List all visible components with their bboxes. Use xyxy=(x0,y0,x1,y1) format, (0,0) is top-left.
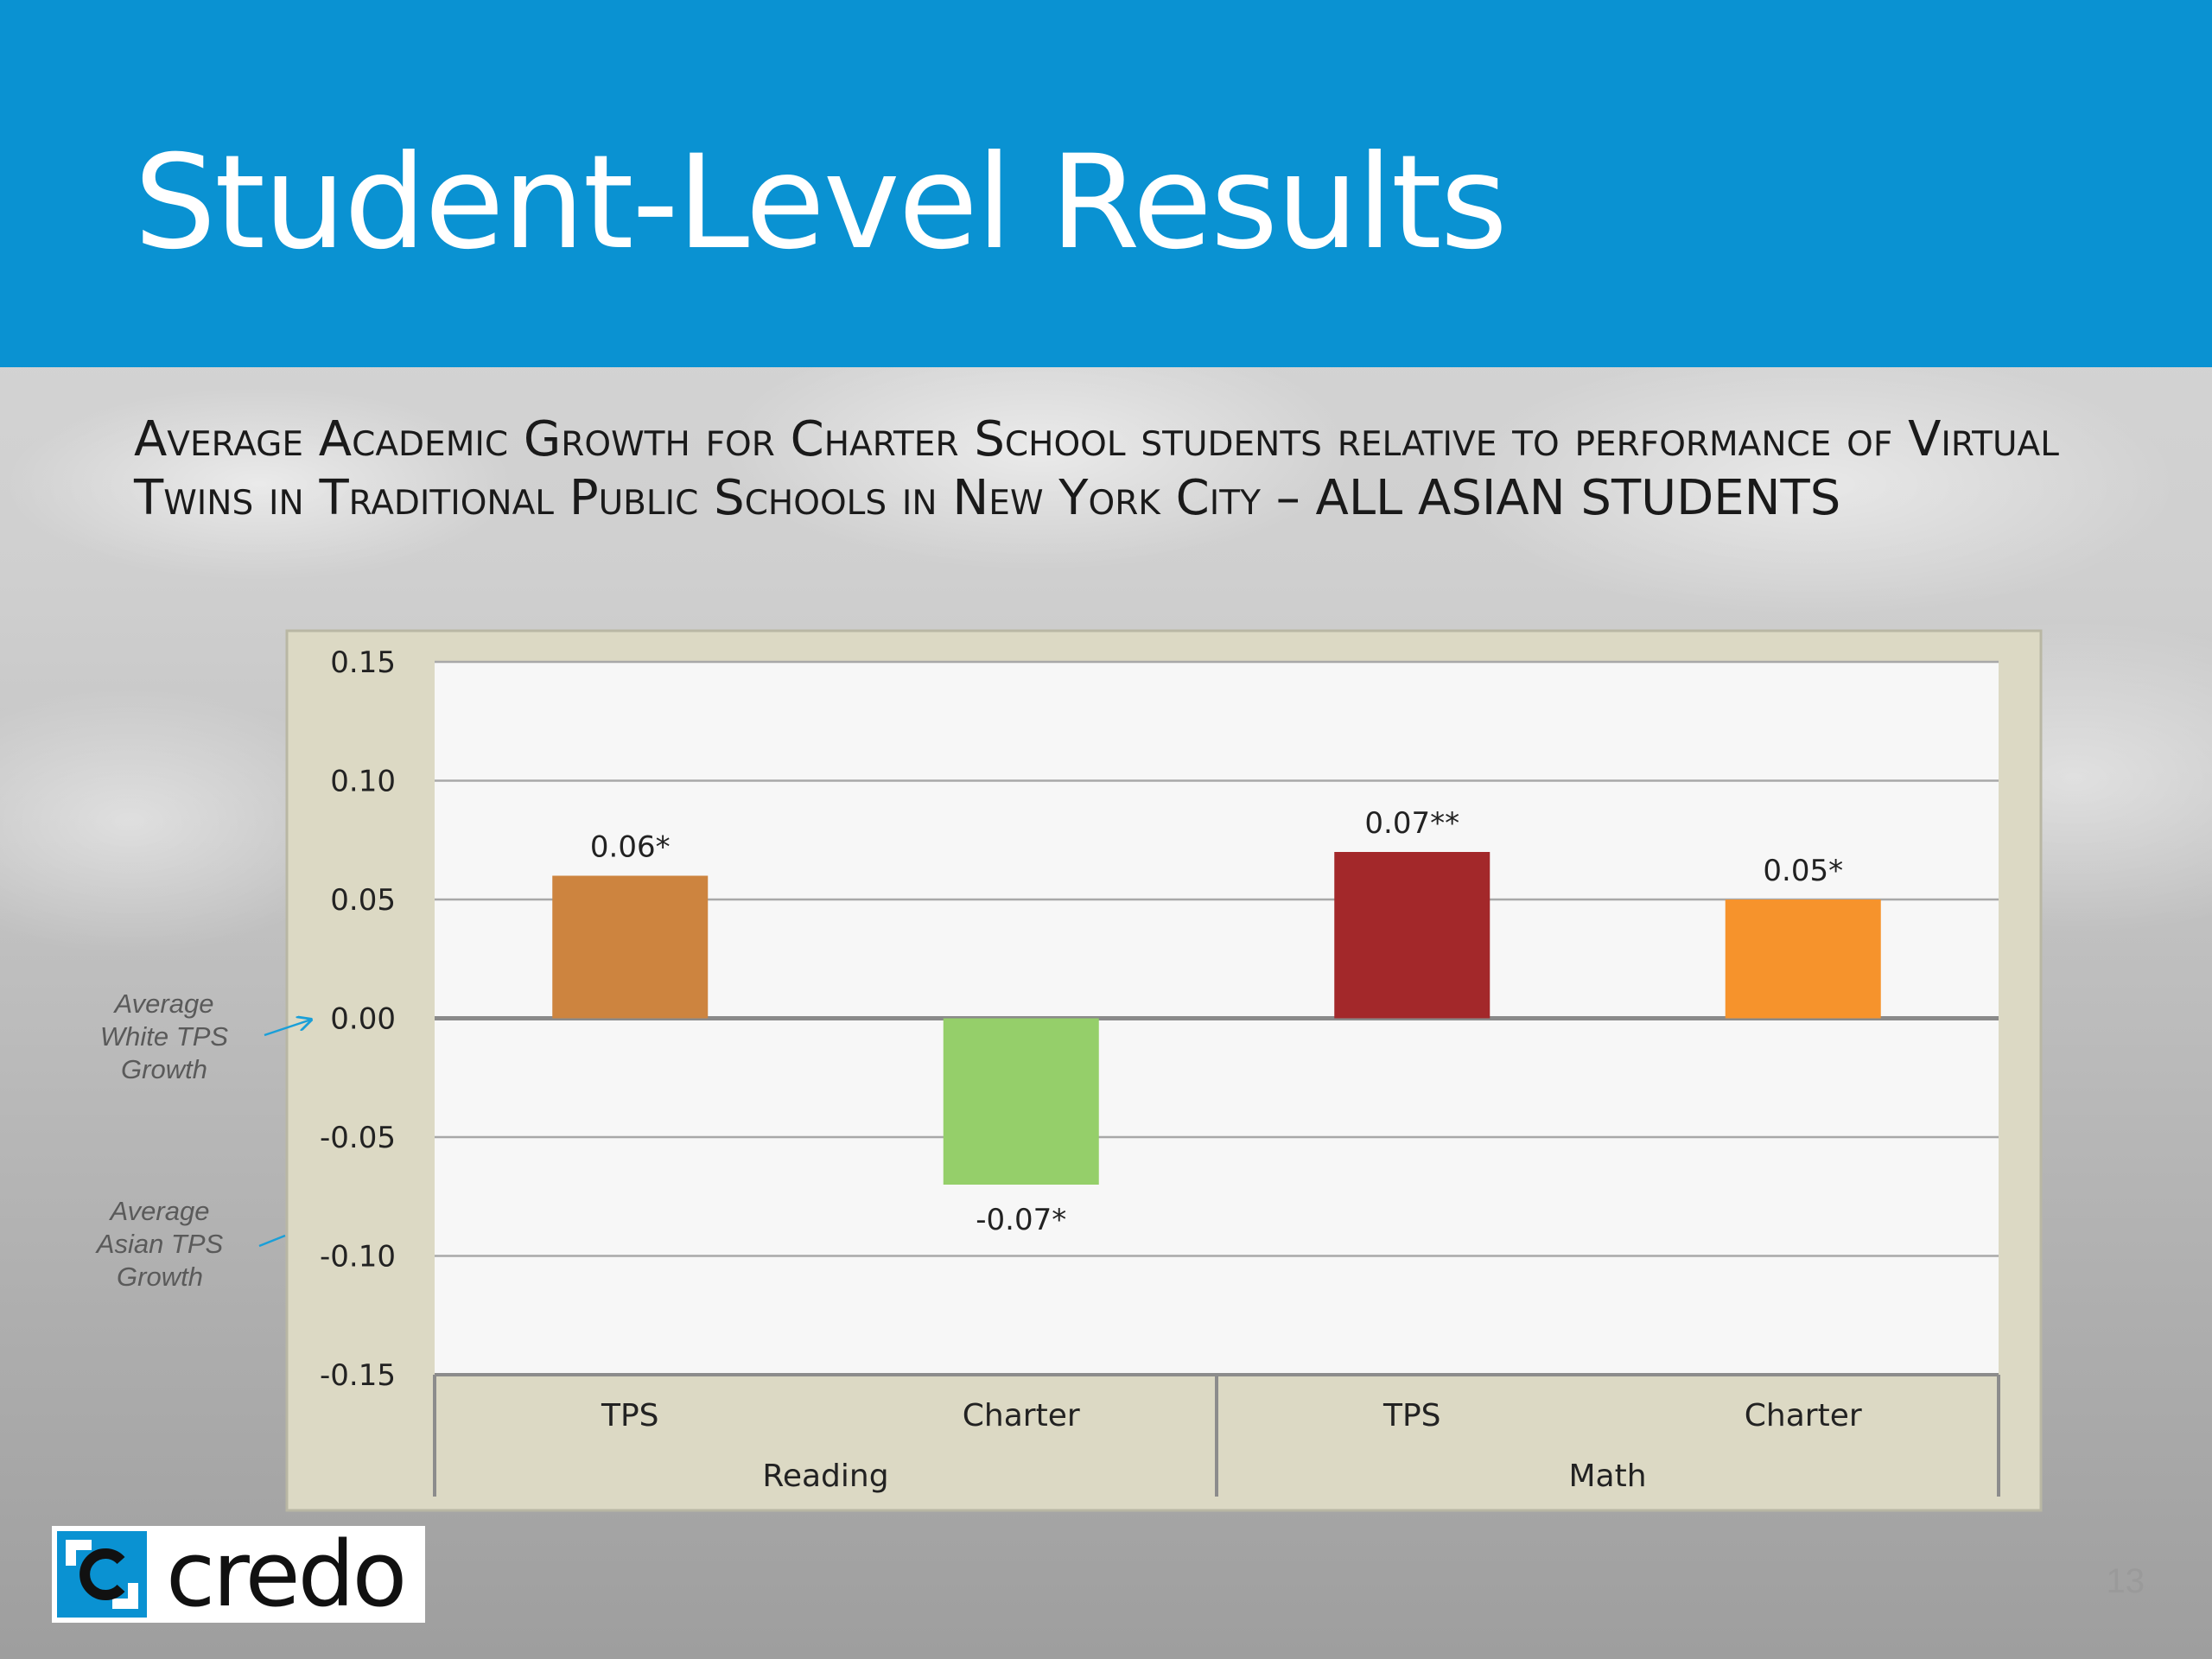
group-label: Math xyxy=(1568,1459,1646,1494)
annotation-asian-tps-arrow xyxy=(258,1234,286,1248)
y-tick-label: 0.00 xyxy=(330,1002,396,1037)
data-label: -0.07* xyxy=(976,1203,1066,1237)
credo-logo-icon xyxy=(57,1531,147,1618)
credo-logo-text: credo xyxy=(166,1522,407,1627)
bar xyxy=(1334,852,1491,1019)
credo-logo: credo xyxy=(52,1526,425,1623)
x-tick-label: TPS xyxy=(601,1398,659,1433)
annotation-asian-tps: Average Asian TPS Growth xyxy=(95,1196,224,1292)
slide-title: Student-Level Results xyxy=(134,128,1508,278)
y-tick-label: -0.15 xyxy=(320,1358,396,1393)
y-tick-label: -0.05 xyxy=(320,1121,396,1155)
slide-subtitle: Average Academic Growth for Charter Scho… xyxy=(134,411,2059,526)
x-tick-label: TPS xyxy=(1382,1398,1441,1433)
data-label: 0.07** xyxy=(1364,806,1459,841)
y-tick-label: 0.05 xyxy=(330,883,396,918)
data-label: 0.06* xyxy=(590,830,671,865)
bar xyxy=(1725,899,1881,1019)
y-tick-label: 0.10 xyxy=(330,765,396,799)
y-tick-label: -0.10 xyxy=(320,1240,396,1274)
data-label: 0.05* xyxy=(1763,854,1843,888)
title-banner: Student-Level Results xyxy=(0,0,2212,367)
x-tick-label: Charter xyxy=(1745,1398,1862,1433)
group-label: Reading xyxy=(762,1459,888,1494)
x-tick-label: Charter xyxy=(963,1398,1080,1433)
page-number: 13 xyxy=(2106,1562,2145,1600)
annotation-white-tps-arrow xyxy=(264,1020,311,1037)
bar xyxy=(943,1018,1099,1185)
bar xyxy=(552,875,709,1019)
y-tick-label: 0.15 xyxy=(330,645,396,680)
annotation-white-tps: Average White TPS Growth xyxy=(100,988,228,1084)
